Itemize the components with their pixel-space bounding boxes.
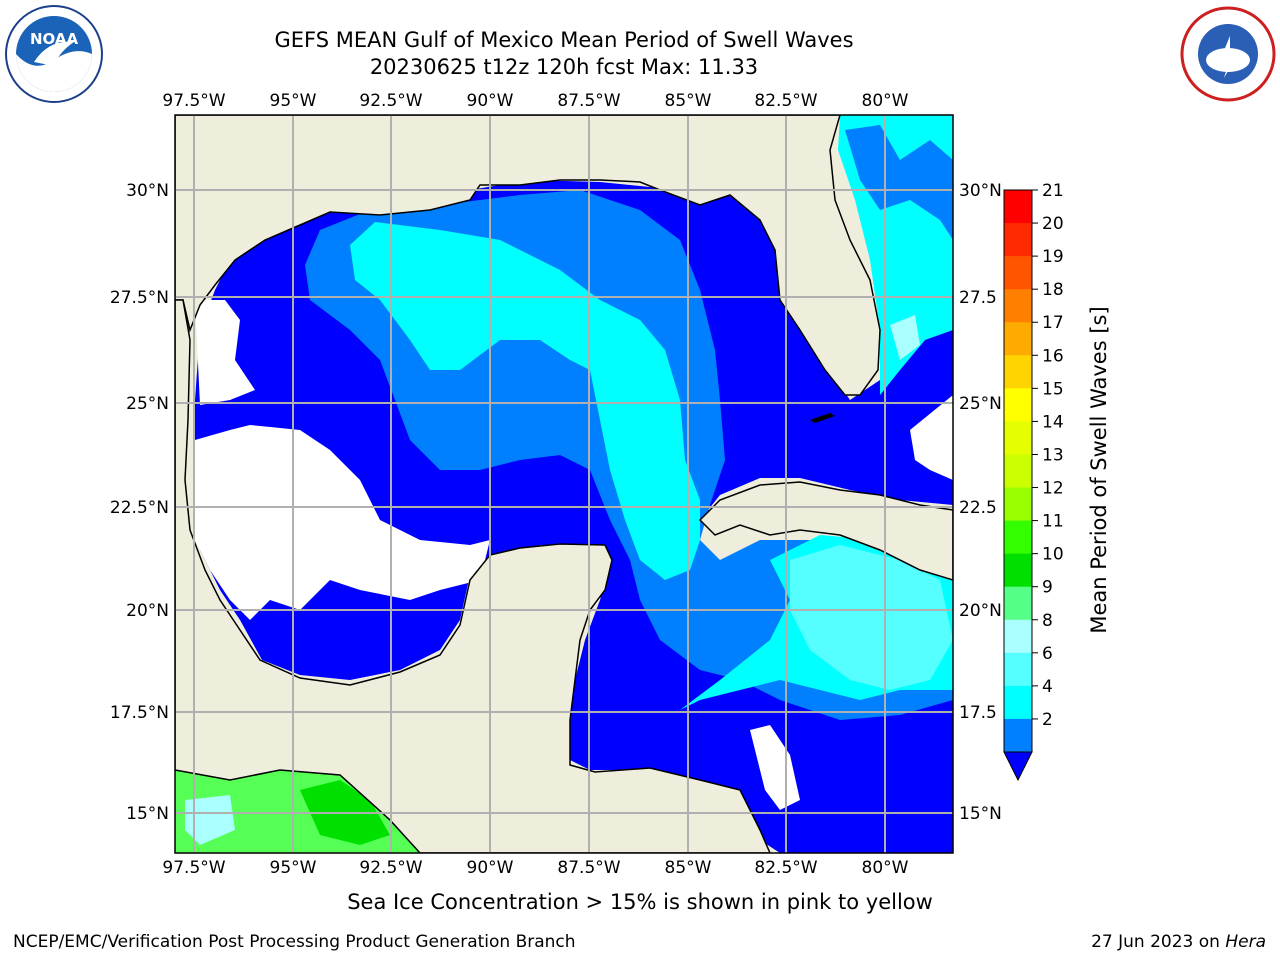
- lat-label: 15°N: [959, 804, 1002, 824]
- colorbar-tick-label: 20: [1042, 214, 1064, 234]
- colorbar-swatch: [1004, 619, 1032, 654]
- colorbar-swatch: [1004, 718, 1032, 753]
- nodata-caribbean: [750, 725, 800, 810]
- lat-label: 22.5: [959, 498, 997, 518]
- lat-label: 25°N: [959, 394, 1002, 414]
- lat-label: 27.5: [959, 288, 997, 308]
- lat-label: 15°N: [126, 804, 169, 824]
- nodata-east: [910, 395, 953, 480]
- colorbar-swatch: [1004, 553, 1032, 588]
- colorbar-swatch: [1004, 322, 1032, 356]
- lon-label: 85°W: [665, 858, 712, 878]
- lon-label: 87.5°W: [557, 858, 620, 878]
- colorbar-extend-arrow: [1003, 751, 1033, 782]
- colorbar-swatch: [1004, 421, 1032, 455]
- colorbar-tick-label: 10: [1042, 545, 1064, 565]
- pacific-cyan: [185, 795, 235, 845]
- footer-credit: NCEP/EMC/Verification Post Processing Pr…: [13, 932, 576, 952]
- lon-label: 80°W: [862, 858, 909, 878]
- swell-band-9: [890, 315, 920, 360]
- lon-label: 87.5°W: [557, 91, 620, 111]
- footer-date: 27 Jun 2023 on Hera: [1091, 932, 1266, 952]
- lon-label: 92.5°W: [359, 91, 422, 111]
- colorbar-swatch: [1004, 256, 1032, 290]
- colorbar-tick-label: 18: [1042, 280, 1064, 300]
- lon-label: 82.5°W: [754, 858, 817, 878]
- colorbar-tick-label: 9: [1042, 578, 1053, 598]
- land-florida-keys: [810, 413, 835, 423]
- colorbar: 21 20 19 18 17 16 15 14 13 12 11 10 9 8 6 4 2: [1003, 181, 1064, 782]
- map-figure: 97.5°W 95°W 92.5°W 90°W 87.5°W 85°W 82.5…: [110, 91, 1111, 878]
- lon-label: 80°W: [862, 91, 909, 111]
- colorbar-swatch: [1004, 388, 1032, 422]
- lat-label: 30°N: [959, 181, 1002, 201]
- lon-label: 90°W: [467, 91, 514, 111]
- lat-label: 27.5°N: [110, 288, 169, 308]
- colorbar-swatch: [1004, 652, 1032, 687]
- land-us-coast: [175, 115, 881, 396]
- colorbar-tick-label: 15: [1042, 379, 1064, 399]
- colorbar-tick-label: 4: [1042, 677, 1053, 697]
- colorbar-tick-label: 16: [1042, 346, 1064, 366]
- sea-ice-note: Sea Ice Concentration > 15% is shown in …: [347, 890, 933, 914]
- colorbar-tick-label: 11: [1042, 512, 1064, 532]
- swell-band-6: [350, 222, 700, 580]
- colorbar-swatch: [1004, 223, 1032, 257]
- lon-label: 97.5°W: [162, 858, 225, 878]
- colorbar-swatch: [1004, 190, 1032, 224]
- lon-label: 82.5°W: [754, 91, 817, 111]
- noaa-logo: NOAA: [4, 4, 104, 108]
- colorbar-tick-label: 21: [1042, 181, 1064, 201]
- lon-label: 95°W: [270, 858, 317, 878]
- nodata-nw: [195, 300, 255, 405]
- colorbar-tick-label: 17: [1042, 313, 1064, 333]
- colorbar-tick-label: 2: [1042, 710, 1053, 730]
- footer-machine: Hera: [1225, 932, 1266, 952]
- colorbar-tick-label: 19: [1042, 247, 1064, 267]
- swell-band-8: [790, 545, 953, 690]
- lat-label: 25°N: [126, 394, 169, 414]
- nws-logo: [1178, 4, 1278, 108]
- lat-label: 17.5°N: [110, 703, 169, 723]
- lat-label: 30°N: [126, 181, 169, 201]
- lat-label: 22.5°N: [110, 498, 169, 518]
- lon-label: 85°W: [665, 91, 712, 111]
- lon-label: 95°W: [270, 91, 317, 111]
- lon-labels-bottom: 97.5°W 95°W 92.5°W 90°W 87.5°W 85°W 82.5…: [162, 858, 908, 878]
- colorbar-swatch: [1004, 289, 1032, 323]
- map-frame: [174, 114, 954, 854]
- lat-label: 20°N: [959, 601, 1002, 621]
- svg-text:NOAA: NOAA: [30, 30, 79, 48]
- colorbar-swatch: [1004, 685, 1032, 720]
- footer-date-text: 27 Jun 2023 on: [1091, 932, 1226, 952]
- land-mexico: [175, 299, 771, 853]
- lat-label: 20°N: [126, 601, 169, 621]
- graticule: [175, 115, 953, 853]
- colorbar-label: Mean Period of Swell Waves [s]: [1087, 306, 1111, 633]
- lat-label: 17.5: [959, 703, 997, 723]
- lon-label: 92.5°W: [359, 858, 422, 878]
- map-title: GEFS MEAN Gulf of Mexico Mean Period of …: [274, 28, 854, 52]
- colorbar-frame: [1003, 189, 1033, 753]
- map-panel: [175, 115, 953, 853]
- map-subtitle: 20230625 t12z 120h fcst Max: 11.33: [369, 55, 759, 79]
- colorbar-swatch: [1004, 355, 1032, 389]
- lon-label: 90°W: [467, 858, 514, 878]
- colorbar-tick-label: 13: [1042, 445, 1064, 465]
- atlantic-blue: [845, 125, 953, 240]
- lon-labels-top: 97.5°W 95°W 92.5°W 90°W 87.5°W 85°W 82.5…: [162, 91, 908, 111]
- colorbar-swatch: [1004, 586, 1032, 621]
- nodata-west: [195, 425, 490, 620]
- colorbar-tick-label: 12: [1042, 479, 1064, 499]
- lat-labels-left: 30°N 27.5°N 25°N 22.5°N 20°N 17.5°N 15°N: [110, 181, 169, 824]
- colorbar-tick-label: 6: [1042, 644, 1053, 664]
- colorbar-tick-label: 14: [1042, 412, 1064, 432]
- colorbar-swatch: [1004, 454, 1032, 489]
- colorbar-swatch: [1004, 487, 1032, 522]
- lon-label: 97.5°W: [162, 91, 225, 111]
- lat-labels-right: 30°N 27.5 25°N 22.5 20°N 17.5 15°N: [959, 181, 1002, 824]
- colorbar-swatch: [1004, 520, 1032, 555]
- colorbar-tick-label: 8: [1042, 611, 1053, 631]
